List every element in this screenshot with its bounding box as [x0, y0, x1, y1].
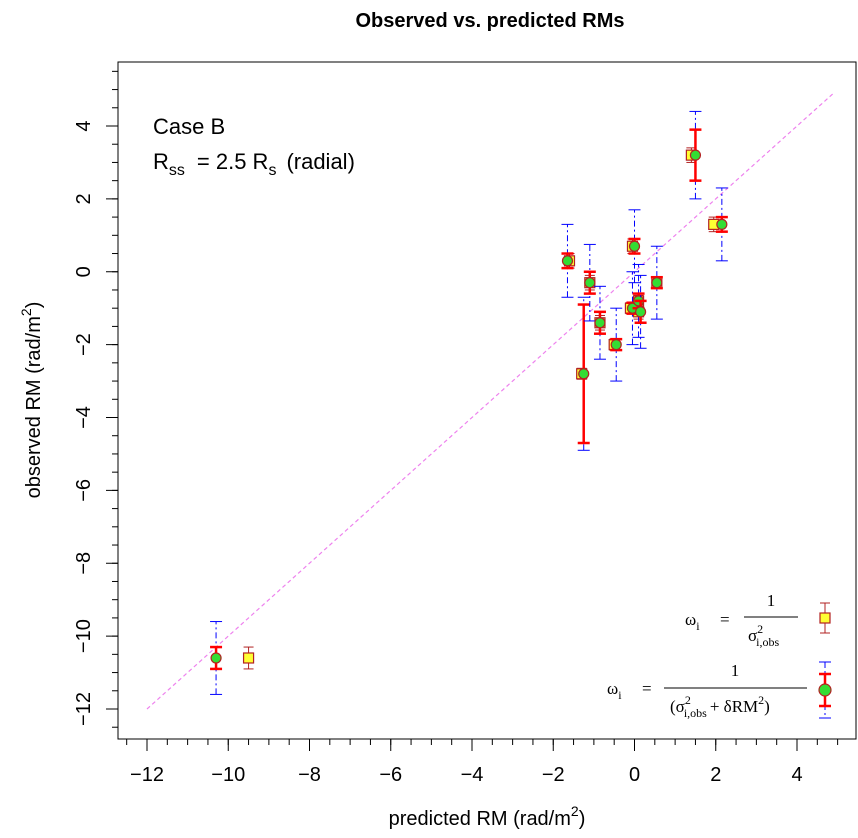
x-tick-label: −2 — [542, 764, 565, 786]
y-axis-label-sup: 2 — [18, 308, 34, 316]
legend-row1-den-sigma: σ — [748, 626, 757, 645]
y-tick-label: −10 — [73, 619, 95, 653]
x-tick-label: 0 — [629, 764, 640, 786]
legend-row2-den-open: (σ — [670, 697, 685, 716]
point-circle — [716, 218, 728, 230]
y-tick-label: 4 — [73, 120, 95, 131]
plot-area — [117, 61, 857, 740]
x-tick-label: 2 — [710, 764, 721, 786]
legend-row2-den: (σ2 i,obs + δRM2) — [670, 693, 770, 720]
y-axis-label-text: observed RM (rad/m — [23, 316, 45, 498]
series-layer — [210, 110, 728, 695]
y-axis: −12 −10 −8 −6 −4 −2 0 2 4 — [73, 70, 118, 728]
point-circle — [578, 368, 590, 380]
series-weighted — [210, 110, 728, 695]
legend-row2-num: 1 — [731, 661, 740, 680]
x-tick-label: −8 — [298, 764, 321, 786]
y-tick-label: −4 — [73, 406, 95, 429]
y-tick-label: 2 — [73, 193, 95, 204]
x-axis-label-end: ) — [579, 808, 586, 830]
legend-row1-eq: = — [720, 610, 730, 629]
legend-row2-omega-sub: i — [618, 688, 622, 702]
x-axis-label-text: predicted RM (rad/m — [389, 808, 571, 830]
rss-main: R — [153, 149, 169, 174]
series-unweighted — [242, 147, 720, 670]
x-tick-label: −4 — [461, 764, 484, 786]
x-tick-label: −10 — [211, 764, 245, 786]
legend-row2-den-sup2: 2 — [758, 693, 764, 707]
point-circle — [689, 149, 702, 161]
legend-row2-den-plus: + δRM — [710, 697, 758, 716]
x-tick-label: 4 — [791, 764, 802, 786]
rss-tail: (radial) — [286, 149, 354, 174]
legend-marker-circle — [818, 661, 832, 719]
legend-row1-num: 1 — [767, 591, 776, 610]
legend-row2-den-close: ) — [764, 697, 770, 716]
legend-square — [819, 612, 831, 624]
legend-marker-square — [819, 602, 831, 634]
y-tick-label: −6 — [73, 479, 95, 502]
y-tick-label: −8 — [73, 552, 95, 575]
x-axis: −12 −10 −8 −6 −4 −2 0 2 4 — [126, 739, 839, 786]
legend-row1-den: σ2 i,obs — [748, 622, 780, 649]
rss-sub2: s — [268, 162, 276, 179]
point-square — [242, 652, 255, 664]
y-tick-label: −2 — [73, 333, 95, 356]
rss-eq: = 2.5 R — [197, 149, 269, 174]
legend-row1-den-sub: i,obs — [756, 635, 779, 649]
point-circle — [561, 255, 574, 267]
point-circle — [634, 306, 647, 318]
y-axis-label-end: ) — [23, 302, 45, 309]
x-axis-label: predicted RM (rad/m2) — [389, 803, 586, 830]
point-circle — [210, 652, 222, 664]
rss-sub: ss — [169, 162, 185, 179]
chart-title: Observed vs. predicted RMs — [356, 10, 625, 32]
legend-row2-omega-sym: ω — [607, 679, 618, 698]
point-circle — [610, 339, 622, 351]
x-tick-label: −12 — [130, 764, 164, 786]
reference-line — [146, 92, 834, 710]
x-axis-label-sup: 2 — [571, 803, 579, 819]
legend-row1-omega-sym: ω — [685, 610, 696, 629]
legend-row2-den-sup: 2 — [685, 693, 691, 707]
x-tick-label: −6 — [379, 764, 402, 786]
point-circle — [628, 240, 641, 252]
case-label: Case B — [153, 114, 225, 139]
legend-row1-omega: ωi — [685, 610, 700, 633]
y-tick-label: 0 — [73, 266, 95, 277]
point-circle — [594, 317, 606, 329]
case-annotation: Case B Rss = 2.5 Rs (radial) — [153, 114, 355, 179]
legend-row1-omega-sub: i — [696, 619, 700, 633]
rss-label: Rss = 2.5 Rs (radial) — [153, 149, 355, 179]
point-circle — [584, 277, 596, 289]
y-tick-label: −12 — [73, 692, 95, 726]
legend-row2-omega: ωi — [607, 679, 622, 702]
point-circle — [651, 277, 663, 289]
legend-row2-den-sub: i,obs — [684, 706, 707, 720]
legend: ωi = 1 σ2 i,obs ωi = 1 (σ2 i,obs + δRM2) — [607, 591, 832, 720]
legend-row1-den-sup: 2 — [757, 622, 763, 636]
legend-circle — [818, 683, 832, 697]
y-axis-label: observed RM (rad/m2) — [18, 302, 45, 499]
legend-row2-eq: = — [642, 679, 652, 698]
plot-frame — [117, 61, 857, 740]
